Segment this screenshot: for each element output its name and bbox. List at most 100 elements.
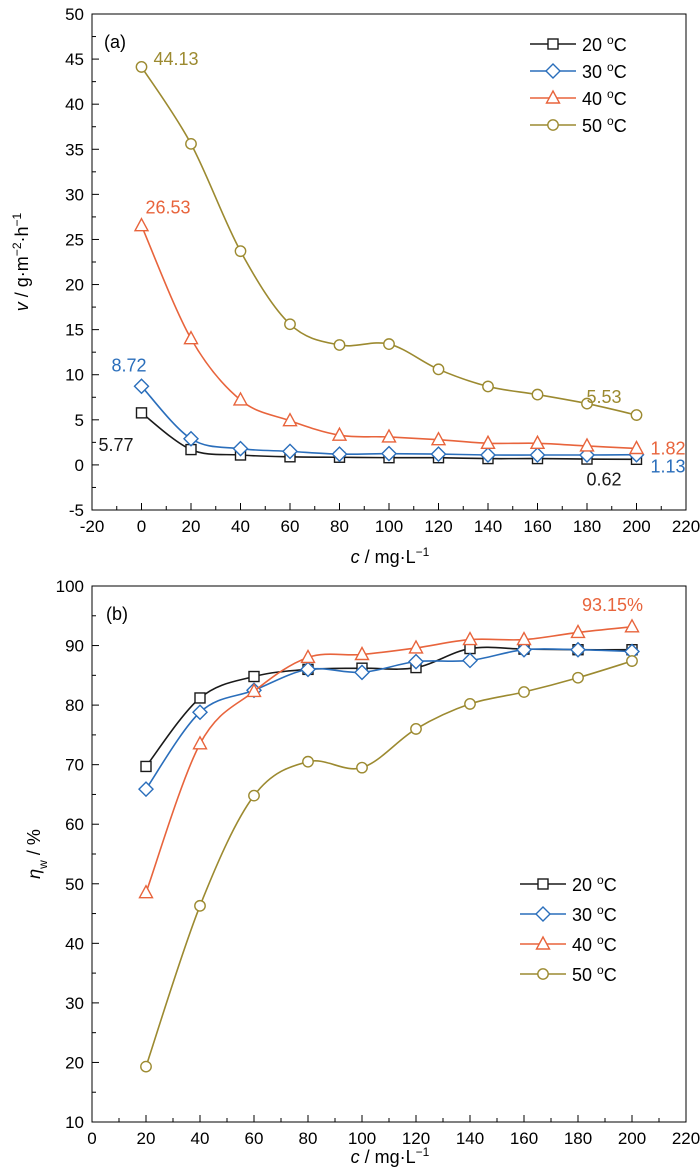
x-tick-label: -20 [80,517,105,536]
series-line [145,646,633,767]
x-tick-label: 40 [231,517,250,536]
data-point [432,363,445,376]
data-point [183,430,199,447]
series-20C [140,642,638,773]
x-axis-title: c / mg·L−1 [351,545,430,567]
legend-entry: 20 oC [582,33,627,55]
x-tick-label: 120 [424,517,452,536]
data-point [529,434,546,449]
legend-entry: 20 oC [572,873,617,895]
x-tick-label: 160 [510,1129,538,1148]
data-point [579,437,595,452]
data-point [282,412,298,427]
series-50C [140,655,638,1073]
y-axis-title: ηw / % [24,829,50,879]
data-point [183,330,199,345]
x-tick-label: 80 [299,1129,318,1148]
data-point [232,440,249,457]
x-axis-title: c / mg·L−1 [351,1145,430,1167]
data-point [232,391,249,406]
data-label: 1.82 [651,438,686,458]
x-tick-label: 200 [622,517,650,536]
x-tick-label: 100 [348,1129,376,1148]
x-tick-label: 40 [191,1129,210,1148]
y-tick-label: 25 [65,230,84,249]
data-label: 0.62 [587,469,622,489]
x-tick-label: 160 [523,517,551,536]
data-point [248,789,260,802]
series-40C [138,618,640,899]
data-point [531,388,544,401]
data-point [354,646,370,661]
data-point [333,339,346,351]
y-tick-label: 20 [65,1053,84,1072]
x-tick-label: 60 [245,1129,264,1148]
x-tick-label: 0 [87,1129,96,1148]
legend-swatch-marker [535,935,551,950]
y-tick-label: 60 [65,815,84,834]
x-tick-label: 120 [402,1129,430,1148]
legend-swatch-marker [547,119,559,131]
data-point [408,639,424,654]
data-point [300,661,316,678]
data-point [626,655,638,667]
y-tick-label: 80 [65,696,84,715]
data-point [410,723,422,735]
x-tick-label: 60 [281,517,300,536]
legend-entry: 40 oC [582,87,627,109]
data-point [381,445,397,462]
legend-entry: 30 oC [582,60,627,82]
x-tick-label: 20 [182,517,201,536]
data-point [302,755,314,768]
chart-panel-2: 0 20 40 60 80 100 120 140 160 180 200 220 10 20 30 40 50… [24,577,700,1167]
data-point [516,631,532,646]
y-tick-label: 100 [56,577,84,596]
x-tick-label: 200 [618,1129,646,1148]
panel-label: (a) [104,32,126,52]
data-point [192,735,208,750]
data-label: 8.72 [112,355,147,375]
x-tick-label: 180 [573,517,601,536]
x-tick-label: 80 [330,517,349,536]
y-tick-label: 50 [65,875,84,894]
data-point [630,409,643,421]
data-point [628,440,645,455]
series-50C [135,61,643,421]
legend-swatch-marker [547,38,559,50]
data-point [529,446,546,463]
data-point [135,407,148,419]
data-point [140,1060,152,1073]
legend-swatch-marker [545,89,561,104]
data-point [462,652,478,669]
data-point [464,698,476,710]
data-point [581,397,593,410]
data-point [462,631,478,646]
data-label: 5.77 [99,435,134,455]
data-point [138,884,154,899]
data-point [356,761,368,774]
data-point [185,137,197,150]
data-point [480,446,496,463]
data-point [331,446,348,463]
data-point [383,338,395,350]
series-30C [138,641,640,798]
legend-entry: 40 oC [572,933,617,955]
data-point [284,318,296,331]
legend-swatch-marker [537,968,549,980]
data-point [140,760,152,773]
legend: 20 oC 30 oC 40 oC 50 oC [530,33,627,136]
y-tick-label: 90 [65,637,84,656]
data-point [381,428,397,443]
x-tick-label: 100 [375,517,403,536]
data-point [133,217,150,232]
legend: 20 oC 30 oC 40 oC 50 oC [520,873,617,985]
series-line [140,225,637,450]
legend-entry: 30 oC [572,903,617,925]
y-tick-label: 10 [65,1113,84,1132]
data-point [624,618,640,633]
series-line [145,660,633,1067]
data-point [570,623,586,639]
y-tick-label: 30 [65,185,84,204]
y-tick-label: 10 [65,366,84,385]
